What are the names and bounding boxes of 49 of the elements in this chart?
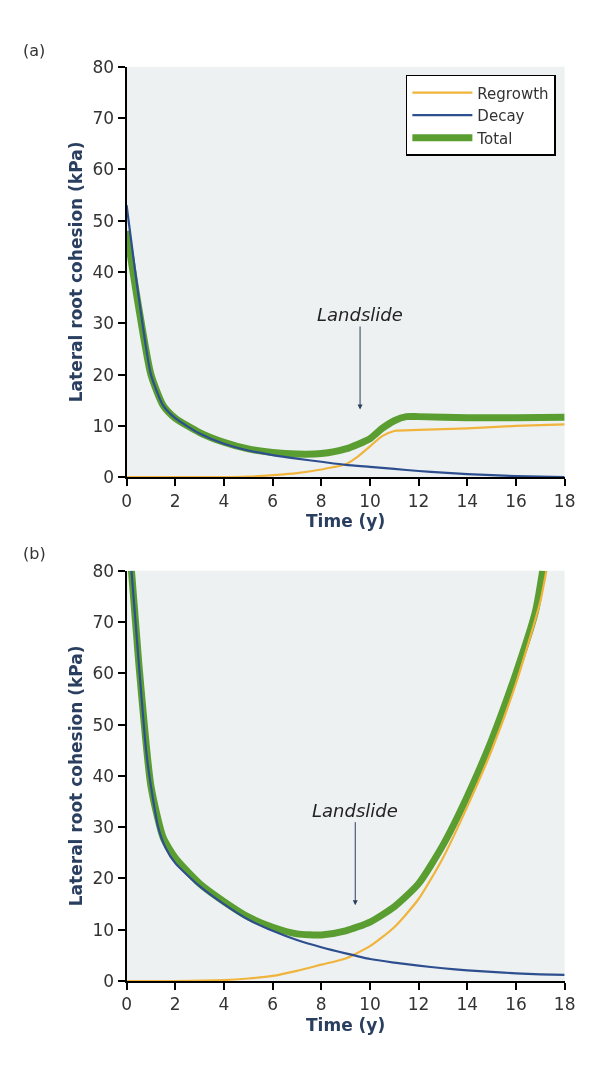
x-tick-label: 0 <box>121 994 133 1015</box>
x-tick-label: 6 <box>267 490 279 511</box>
y-tick-label: 70 <box>92 108 115 129</box>
x-tick-label: 8 <box>315 994 327 1015</box>
x-tick-label: 10 <box>359 490 381 511</box>
y-axis-title: Lateral root cohesion (kPa) <box>65 645 86 907</box>
x-tick-label: 2 <box>169 994 181 1015</box>
annotation: Landslide <box>317 304 403 325</box>
y-tick-label: 20 <box>92 868 115 889</box>
x-tick-label: 16 <box>505 490 527 511</box>
x-tick-label: 16 <box>505 994 527 1015</box>
x-axis-title: Time (y) <box>306 1015 386 1036</box>
y-axis-title: Lateral root cohesion (kPa) <box>65 141 86 403</box>
y-tick-label: 0 <box>103 971 115 992</box>
x-tick-label: 0 <box>121 490 133 511</box>
x-tick-label: 14 <box>456 994 479 1015</box>
x-tick-label: 8 <box>315 490 327 511</box>
y-tick-label: 50 <box>92 210 115 231</box>
chart-title: (b) <box>23 544 46 563</box>
x-tick-label: 4 <box>218 490 230 511</box>
y-tick-label: 20 <box>92 364 115 385</box>
x-tick-label: 18 <box>553 994 576 1015</box>
y-tick-label: 40 <box>92 261 115 282</box>
x-tick-label: 18 <box>553 490 576 511</box>
y-tick-label: 40 <box>92 765 115 786</box>
x-axis-title: Time (y) <box>306 511 386 532</box>
x-tick-label: 6 <box>267 994 279 1015</box>
annotation: Landslide <box>312 800 398 821</box>
y-tick-label: 0 <box>103 467 115 488</box>
x-tick-label: 12 <box>407 994 430 1015</box>
y-tick-label: 80 <box>92 560 115 581</box>
x-tick-label: 12 <box>407 490 430 511</box>
y-tick-label: 70 <box>92 611 115 632</box>
x-tick-label: 2 <box>169 490 181 511</box>
legend-label: Regrowth <box>477 84 549 103</box>
y-tick-label: 60 <box>92 159 115 180</box>
chart-title: (a) <box>23 41 46 60</box>
legend-label: Total <box>476 129 513 148</box>
y-tick-label: 80 <box>92 56 115 77</box>
y-tick-label: 10 <box>92 919 115 940</box>
y-tick-label: 10 <box>92 415 115 436</box>
y-tick-label: 60 <box>92 663 115 684</box>
legend-label: Decay <box>477 107 525 126</box>
y-tick-label: 30 <box>92 817 115 838</box>
y-tick-label: 50 <box>92 714 115 735</box>
y-tick-label: 30 <box>92 313 115 334</box>
x-tick-label: 14 <box>456 490 479 511</box>
x-tick-label: 4 <box>218 994 230 1015</box>
x-tick-label: 10 <box>359 994 381 1015</box>
